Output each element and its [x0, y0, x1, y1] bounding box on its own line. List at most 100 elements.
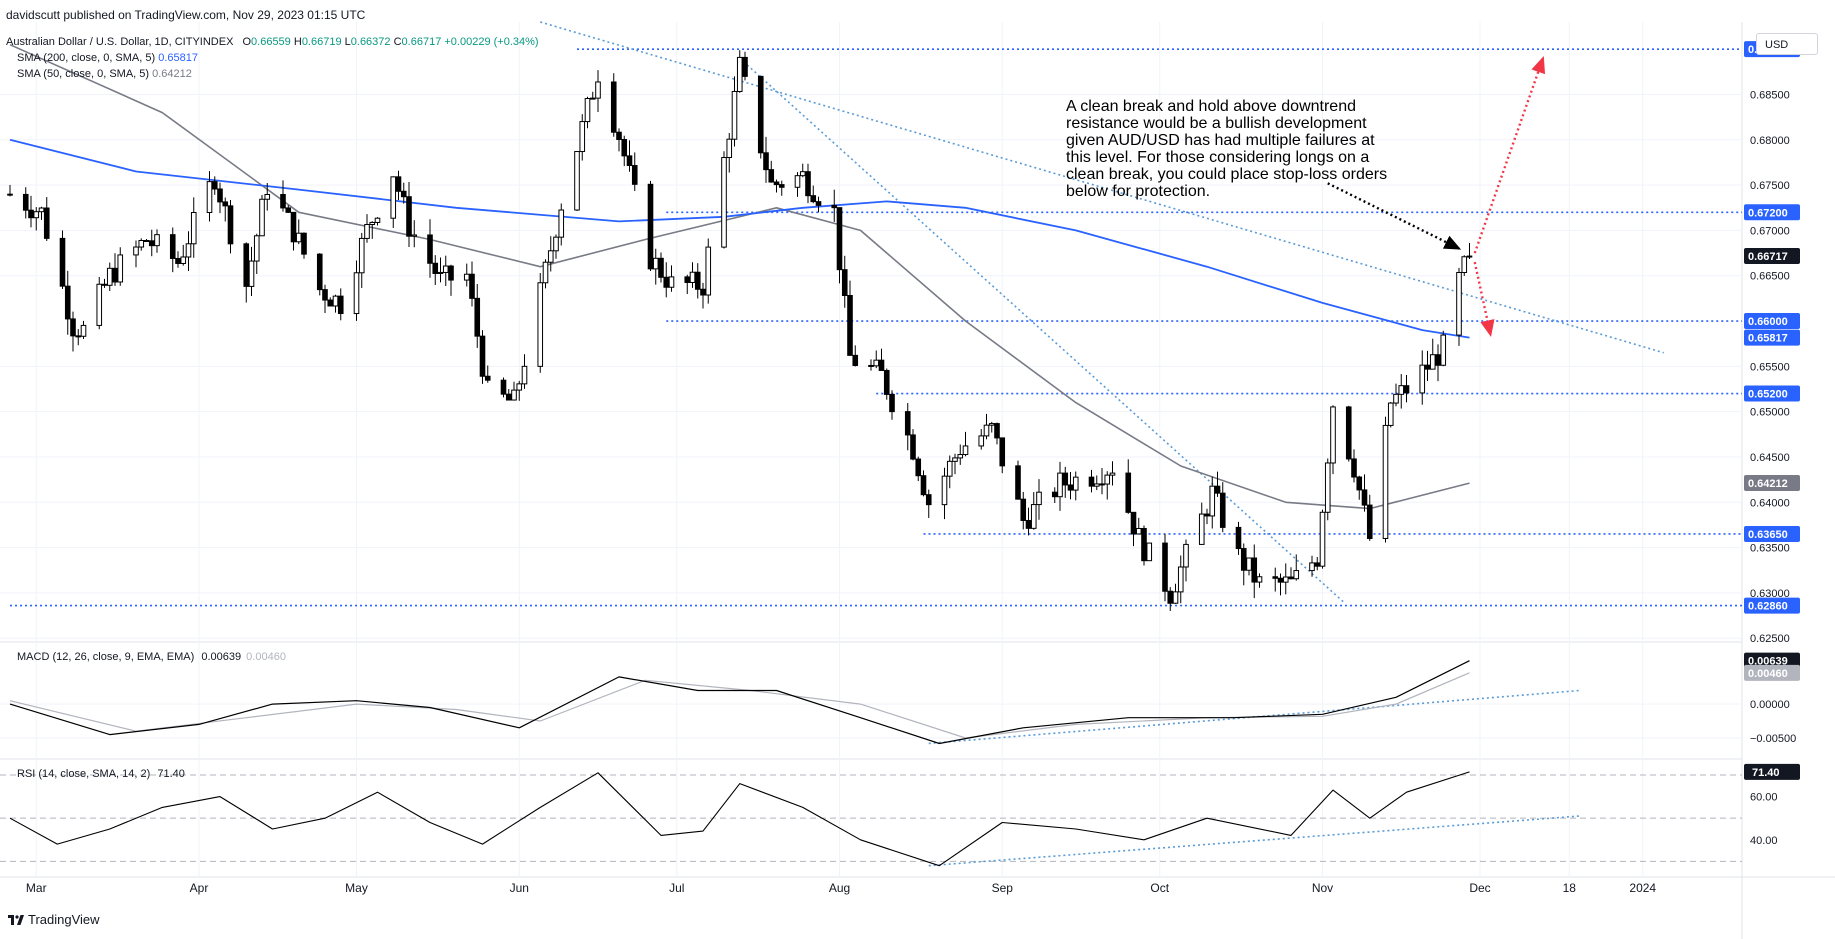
candle [978, 429, 985, 450]
candle [395, 170, 402, 201]
macd-value-badge-text: 0.00460 [1748, 668, 1788, 680]
candle-body [1356, 476, 1363, 491]
candle-body [337, 295, 344, 315]
candle [1162, 533, 1168, 602]
macd-value-badge [1744, 664, 1800, 681]
candle-body [542, 261, 549, 284]
candle [1361, 474, 1368, 512]
candle [138, 238, 145, 251]
candle [96, 277, 103, 330]
candle [847, 280, 853, 356]
candle [794, 172, 801, 197]
time-axis-label: 2024 [1629, 881, 1656, 895]
sma200-legend-label: SMA (200, close, 0, SMA, 5) [17, 52, 156, 64]
last-price-badge [1744, 248, 1800, 265]
candle-body [1382, 424, 1389, 539]
candle [290, 211, 297, 251]
candle [558, 203, 565, 246]
macd-value-badge-text: 0.00639 [1748, 656, 1788, 668]
candle [474, 283, 481, 348]
candle-body [295, 232, 302, 243]
candle-body [75, 335, 82, 338]
candle-body [1162, 542, 1168, 592]
candle [264, 182, 271, 211]
candle [101, 278, 108, 288]
candle [731, 76, 738, 147]
candle-body [400, 190, 407, 198]
candle-body [259, 198, 265, 237]
symbol-line: Australian Dollar / U.S. Dollar, 1D, CIT… [6, 35, 539, 49]
macd-legend[interactable]: MACD (12, 26, close, 9, EMA, EMA) 0.0063… [17, 650, 286, 664]
annotation-arrow [1327, 182, 1462, 250]
candle [999, 437, 1006, 474]
last-price-badge [1744, 329, 1800, 346]
candle-body [1272, 576, 1279, 579]
candle-body [1088, 476, 1095, 487]
candle-body [180, 256, 187, 264]
bearish-scenario-arrow [1473, 261, 1495, 337]
candle [511, 381, 517, 401]
candle-body [1424, 364, 1431, 370]
candle-body [1198, 513, 1205, 545]
candle-body [1429, 354, 1436, 370]
candle [952, 453, 958, 475]
candle-body [631, 165, 638, 185]
candle-body [206, 181, 213, 214]
sma50-line [9, 43, 1470, 510]
candle [736, 50, 743, 93]
candle-body [175, 257, 181, 264]
candle-body [1072, 476, 1079, 491]
ohlc-high: 0.66719 [301, 36, 342, 48]
candle-body [448, 265, 454, 281]
candle [1088, 469, 1095, 493]
candle-body [500, 379, 507, 395]
candle-body [1057, 472, 1063, 498]
sma200-line [9, 138, 1470, 339]
candle [889, 390, 895, 420]
candle-body [579, 121, 586, 153]
rsi-line [9, 771, 1470, 867]
candle-body [437, 271, 444, 274]
candle-body [1319, 511, 1326, 567]
candle [253, 233, 260, 274]
candle-body [227, 205, 234, 245]
candle [469, 261, 475, 307]
candle [700, 282, 706, 309]
price-axis-tick: 0.68000 [1750, 135, 1790, 147]
candle [280, 180, 286, 212]
candle [983, 413, 990, 440]
sma50-legend[interactable]: SMA (50, close, 0, SMA, 5) 0.64212 [17, 67, 192, 81]
candle [1366, 494, 1373, 541]
last-price-badge [1744, 475, 1800, 492]
candle [652, 248, 659, 285]
price-axis-tick: 0.67500 [1750, 180, 1790, 192]
candle-body [1309, 562, 1315, 572]
candle-body [705, 246, 712, 296]
candle [1319, 509, 1326, 569]
sma200-legend[interactable]: SMA (200, close, 0, SMA, 5) 0.65817 [17, 51, 198, 65]
candle-body [1183, 543, 1189, 568]
candle-body [28, 209, 34, 219]
rsi-legend[interactable]: RSI (14, close, SMA, 14, 2) 71.40 [17, 767, 185, 781]
candle-body [1209, 485, 1216, 517]
candle-body [427, 234, 433, 264]
candle-body [1330, 406, 1336, 464]
candle-body [264, 194, 271, 200]
candle [432, 255, 439, 285]
candle [595, 70, 601, 113]
candle [1141, 525, 1147, 566]
candle [516, 380, 523, 401]
candle-body [322, 289, 328, 301]
price-axis-tick: 0.64000 [1750, 497, 1790, 509]
candle [883, 368, 890, 400]
candle [810, 185, 817, 204]
candle [33, 207, 40, 231]
candle [988, 421, 995, 433]
candle-body [836, 207, 843, 271]
candle-body [757, 75, 764, 154]
candle-body [616, 131, 622, 140]
macd-axis-tick: 0.00000 [1750, 699, 1790, 711]
candle [154, 229, 160, 253]
candle-body [463, 273, 470, 281]
